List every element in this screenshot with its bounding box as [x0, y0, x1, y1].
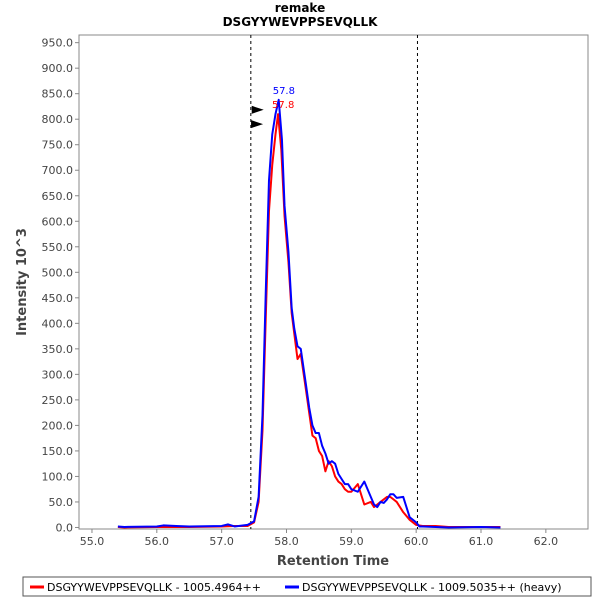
y-tick-label: 450.0: [42, 292, 74, 305]
legend-label-light: DSGYYWEVPPSEVQLLK - 1005.4964++: [47, 581, 261, 594]
chart-subtitle: DSGYYWEVPPSEVQLLK: [223, 15, 379, 29]
x-tick-label: 58.0: [274, 535, 299, 548]
peak-label-light: 57.8: [272, 100, 294, 111]
x-tick-label: 61.0: [469, 535, 494, 548]
legend: DSGYYWEVPPSEVQLLK - 1005.4964++ DSGYYWEVP…: [22, 576, 592, 597]
y-tick-label: 150.0: [42, 445, 74, 458]
y-axis-ticks: 0.0 50.0 100.0 150.0 200.0 250.0 300.0 350.0 400…: [42, 37, 79, 534]
y-tick-label: 50.0: [49, 496, 74, 509]
x-tick-label: 59.0: [339, 535, 364, 548]
plot-frame: [78, 34, 589, 530]
y-tick-label: 550.0: [42, 241, 74, 254]
y-tick-label: 700.0: [42, 164, 74, 177]
x-tick-label: 55.0: [80, 535, 105, 548]
legend-box: [22, 576, 592, 597]
y-tick-label: 200.0: [42, 419, 74, 432]
y-tick-label: 0.0: [56, 521, 74, 534]
chart-title: remake: [275, 1, 325, 15]
plot-area: [78, 34, 589, 530]
y-tick-label: 950.0: [42, 37, 74, 50]
y-tick-label: 400.0: [42, 317, 74, 330]
y-tick-label: 850.0: [42, 88, 74, 101]
x-tick-label: 60.0: [404, 535, 429, 548]
y-tick-label: 600.0: [42, 215, 74, 228]
y-axis-label: Intensity 10^3: [15, 228, 30, 336]
y-tick-label: 500.0: [42, 266, 74, 279]
peak-arrow-icon: [251, 105, 264, 114]
y-tick-label: 800.0: [42, 113, 74, 126]
legend-label-heavy: DSGYYWEVPPSEVQLLK - 1009.5035++ (heavy): [302, 581, 562, 594]
series-lines: [117, 98, 501, 529]
x-axis-label: Retention Time: [277, 554, 389, 569]
y-tick-label: 750.0: [42, 139, 74, 152]
peak-boundaries: [250, 35, 418, 529]
peak-arrow-icon: [251, 120, 264, 129]
y-tick-label: 350.0: [42, 343, 74, 356]
y-tick-label: 250.0: [42, 394, 74, 407]
y-tick-label: 300.0: [42, 368, 74, 381]
series-line-heavy: [117, 98, 501, 529]
y-tick-label: 900.0: [42, 62, 74, 75]
x-tick-label: 62.0: [534, 535, 559, 548]
x-axis-ticks: 55.0 56.0 57.0 58.0 59.0 60.0 61.0 62.0: [80, 529, 558, 548]
y-tick-label: 650.0: [42, 190, 74, 203]
peak-annotations: 57.8 57.8: [251, 86, 295, 129]
y-tick-label: 100.0: [42, 470, 74, 483]
peak-label-heavy: 57.8: [273, 86, 295, 97]
x-tick-label: 56.0: [145, 535, 170, 548]
x-tick-label: 57.0: [209, 535, 234, 548]
